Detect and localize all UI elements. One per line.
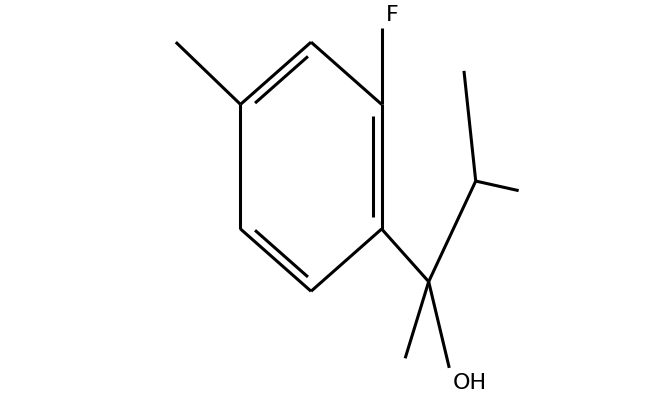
Text: OH: OH <box>453 372 488 392</box>
Text: F: F <box>385 5 398 25</box>
